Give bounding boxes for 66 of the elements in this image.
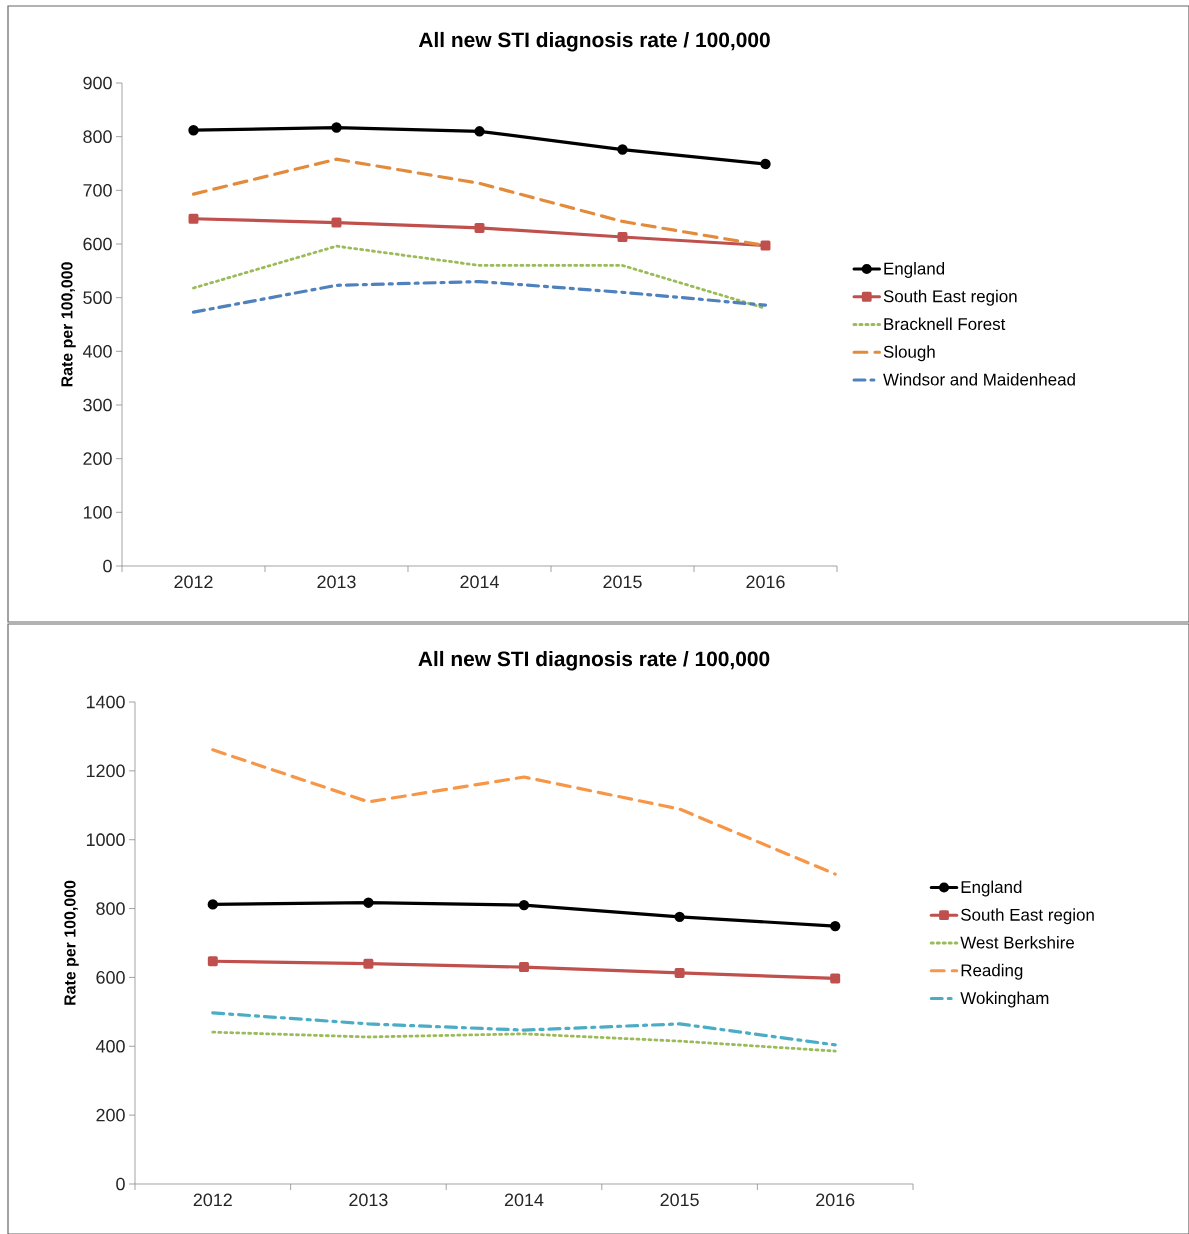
y-tick-label: 400 [95, 1039, 125, 1053]
legend-label: England [961, 880, 1022, 897]
y-tick-label: 800 [96, 902, 125, 915]
y-tick-label: 400 [82, 344, 112, 358]
line-series [191, 279, 768, 314]
point [207, 899, 218, 910]
line-series [211, 748, 837, 876]
legend-label: West Berkshire [960, 936, 1075, 949]
y-tick-label: 0 [116, 1177, 125, 1191]
point [674, 911, 685, 923]
y-tick-label: 800 [83, 130, 112, 144]
y-tick-label: 600 [83, 237, 112, 251]
line-series [211, 1011, 837, 1047]
x-tick-label: 2015 [603, 575, 642, 589]
point [474, 222, 485, 233]
legend-label: Bracknell Forest [884, 317, 1006, 331]
legend-label: Slough [883, 345, 935, 362]
point [518, 899, 530, 911]
x-tick-label: 2014 [460, 575, 499, 589]
x-tick-label: 2015 [660, 1193, 699, 1207]
point [760, 158, 771, 170]
legend-label: England [884, 262, 945, 278]
chart-title: All new STI diagnosis rate / 100,000 [418, 31, 770, 52]
point [363, 958, 374, 969]
legend-label: Wokingham [960, 991, 1049, 1008]
legend-label: South East region [961, 908, 1094, 925]
point [617, 144, 628, 155]
y-tick-label: 700 [83, 183, 112, 197]
y-tick-label: 900 [83, 76, 112, 90]
y-axis-title: Rate per 100,000 [61, 262, 76, 387]
x-tick-label: 2012 [193, 1193, 232, 1207]
point [363, 897, 374, 908]
x-tick-label: 2016 [816, 1193, 855, 1207]
y-axis-title: Rate per 100,000 [64, 880, 79, 1005]
point [474, 126, 485, 137]
point [760, 240, 771, 251]
line-series [211, 1030, 837, 1053]
point [830, 920, 841, 932]
x-tick-label: 2013 [349, 1193, 388, 1207]
x-tick-label: 2012 [174, 575, 213, 589]
y-tick-label: 1000 [86, 833, 125, 847]
y-tick-label: 600 [96, 971, 125, 984]
point [188, 213, 199, 224]
y-tick-label: 200 [96, 1108, 125, 1122]
point [188, 125, 199, 136]
y-tick-label: 0 [103, 559, 112, 573]
legend-label: Windsor and Maidenhead [883, 373, 1075, 386]
point [207, 956, 218, 967]
point [674, 967, 685, 978]
legend-label: Reading [961, 963, 1023, 980]
point [519, 962, 529, 973]
x-tick-label: 2014 [504, 1193, 544, 1207]
x-tick-label: 2013 [317, 575, 356, 589]
point [617, 232, 628, 242]
chart-title: All new STI diagnosis rate / 100,000 [418, 650, 770, 671]
point [830, 973, 841, 984]
point [331, 122, 342, 133]
point [331, 217, 342, 228]
legend-label: South East region [883, 289, 1017, 306]
y-tick-label: 1200 [86, 764, 125, 778]
y-tick-label: 1400 [86, 695, 125, 709]
y-tick-label: 200 [83, 452, 112, 465]
y-tick-label: 100 [83, 505, 112, 519]
x-tick-label: 2016 [746, 575, 785, 589]
y-tick-label: 300 [83, 398, 112, 412]
y-tick-label: 500 [83, 291, 112, 304]
